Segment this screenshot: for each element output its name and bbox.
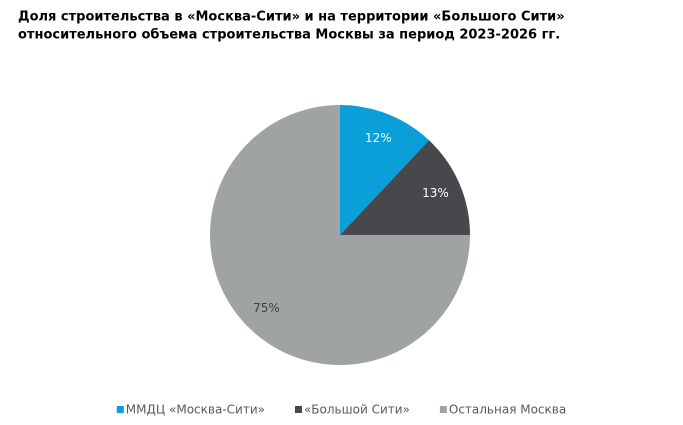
legend-label: «Большой Сити» xyxy=(304,403,410,417)
legend-swatch xyxy=(294,406,302,413)
data-label: 75% xyxy=(253,301,280,315)
legend-label: Остальная Москва xyxy=(449,403,566,417)
data-label: 12% xyxy=(365,131,392,145)
chart-title: относительного объема строительства Моск… xyxy=(18,28,560,43)
legend-swatch xyxy=(116,406,124,413)
legend-label: ММДЦ «Москва-Сити» xyxy=(126,403,265,417)
legend-swatch xyxy=(439,406,447,413)
chart-title: Доля строительства в «Москва-Сити» и на … xyxy=(18,10,565,25)
data-label: 13% xyxy=(422,186,449,200)
pie-slice xyxy=(340,140,470,235)
pie-slice xyxy=(340,105,429,235)
pie-slice xyxy=(210,105,470,365)
